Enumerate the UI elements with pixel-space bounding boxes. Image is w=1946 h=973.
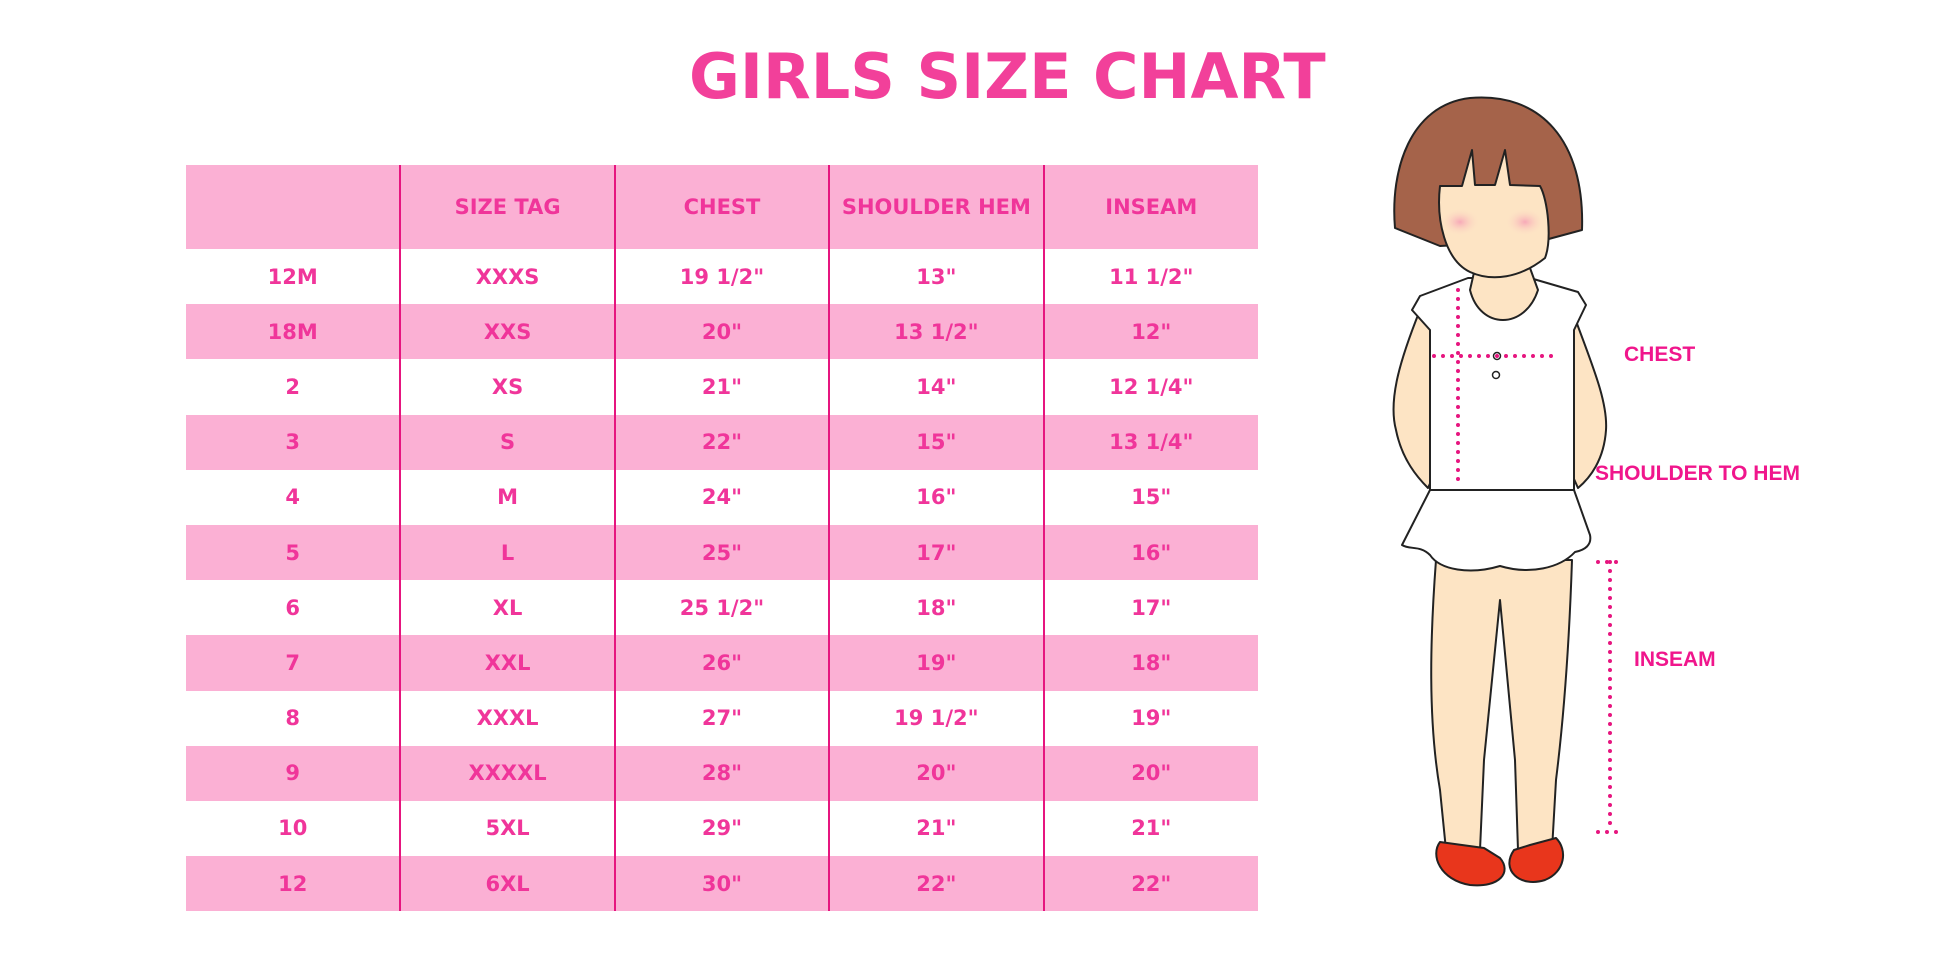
table-cell: 25": [613, 524, 830, 581]
table-row: 12 6XL 30" 22" 22": [186, 856, 1258, 912]
header-cell: [186, 165, 401, 249]
table-cell: 22": [613, 414, 830, 470]
table-cell: XS: [399, 359, 615, 415]
table-row: 9 XXXXL 28" 20" 20": [186, 745, 1258, 801]
table-cell: 14": [828, 359, 1044, 415]
table-cell: 20": [828, 745, 1044, 801]
table-row: 2 XS 21" 14" 12 1/4": [186, 359, 1258, 415]
table-cell: XXXXL: [399, 745, 615, 801]
table-cell: 5XL: [399, 800, 615, 857]
table-cell: 25 1/2": [613, 580, 830, 636]
table-cell: 9: [186, 745, 401, 801]
table-cell: 17": [828, 524, 1044, 581]
inseam-label: INSEAM: [1634, 648, 1716, 671]
table-cell: 20": [613, 304, 830, 360]
table-cell: 11 1/2": [1042, 249, 1258, 305]
table-cell: 30": [613, 856, 830, 912]
arm-left: [1392, 309, 1437, 489]
table-row: 6 XL 25 1/2" 18" 17": [186, 580, 1258, 636]
table-cell: 7: [186, 635, 401, 691]
neck: [1469, 267, 1539, 321]
table-cell: 5: [186, 524, 401, 581]
table-cell: XXXS: [399, 249, 615, 305]
table-cell: 19": [828, 635, 1044, 691]
table-cell: 19 1/2": [828, 690, 1044, 746]
header-cell: CHEST: [613, 165, 830, 249]
table-cell: 12M: [267, 264, 318, 289]
table-cell: 21": [828, 800, 1044, 857]
table-row: 8 XXXL 27" 19 1/2" 19": [186, 690, 1258, 746]
table-cell: 13 1/2": [828, 304, 1044, 360]
chest-label: CHEST: [1624, 343, 1696, 366]
table-cell: 13 1/4": [1042, 414, 1258, 470]
table-cell: 18M: [186, 304, 401, 360]
table-cell: XXS: [399, 304, 615, 360]
table-row: 18M XXS 20" 13 1/2" 12": [186, 304, 1258, 360]
table-cell: 27": [613, 690, 830, 746]
table-row: 3 S 22" 15" 13 1/4": [186, 414, 1258, 470]
table-cell: 17": [1042, 580, 1258, 636]
table-cell: 18": [828, 580, 1044, 636]
table-header-row: SIZE TAG CHEST SHOULDER HEM INSEAM: [186, 165, 1258, 249]
table-cell: 15": [828, 414, 1044, 470]
table-row: 4 M 24" 16" 15": [186, 469, 1258, 525]
table-cell: 22": [1042, 856, 1258, 912]
table-cell: 26": [613, 635, 830, 691]
table-cell: 20": [1042, 745, 1258, 801]
table-cell: 12": [1042, 304, 1258, 360]
table-row: 10 5XL 29" 21" 21": [186, 800, 1258, 857]
header-cell: SHOULDER HEM: [828, 165, 1044, 249]
table-cell: 6XL: [399, 856, 615, 912]
table-cell: M: [399, 469, 615, 525]
table-cell: L: [399, 524, 615, 581]
ruffle-shorts: [1401, 489, 1592, 572]
table-cell: 12: [186, 856, 401, 912]
legs: [1430, 559, 1573, 851]
arm-right: [1569, 309, 1608, 489]
table-row: 7 XXL 26" 19" 18": [186, 635, 1258, 691]
table-cell: 19": [1042, 690, 1258, 746]
face: [1438, 149, 1550, 279]
table-cell: 13": [828, 249, 1044, 305]
table-cell: 29": [613, 800, 830, 857]
table-cell: XL: [399, 580, 615, 636]
table-cell: 3: [186, 414, 401, 470]
table-cell: S: [399, 414, 615, 470]
dress-top: [1411, 277, 1587, 491]
table-cell: 10: [278, 816, 308, 841]
table-cell: 21": [613, 359, 830, 415]
page-title: GIRLS SIZE CHART: [689, 40, 1326, 113]
shoe-right: [1508, 837, 1565, 883]
shoe-left: [1435, 841, 1506, 887]
table-cell: 4: [285, 485, 300, 510]
table-cell: 21": [1042, 800, 1258, 857]
table-row: 12M XXXS 19 1/2" 13" 11 1/2": [186, 249, 1258, 305]
size-table: SIZE TAG CHEST SHOULDER HEM INSEAM 12M XX…: [186, 165, 1258, 912]
table-cell: 16": [1042, 524, 1258, 581]
table-row: 5 L 25" 17" 16": [186, 524, 1258, 581]
shoulder-to-hem-label: SHOULDER TO HEM: [1595, 462, 1800, 485]
header-cell: INSEAM: [1042, 165, 1258, 249]
table-cell: 6: [285, 595, 300, 620]
table-cell: 24": [613, 469, 830, 525]
table-cell: 19 1/2": [613, 249, 830, 305]
table-cell: 12 1/4": [1042, 359, 1258, 415]
table-cell: XXL: [399, 635, 615, 691]
table-cell: 18": [1042, 635, 1258, 691]
table-cell: 15": [1042, 469, 1258, 525]
header-cell: SIZE TAG: [399, 165, 615, 249]
table-cell: 16": [828, 469, 1044, 525]
table-cell: 22": [828, 856, 1044, 912]
table-cell: 2: [285, 374, 300, 399]
table-cell: XXXL: [399, 690, 615, 746]
table-cell: 8: [285, 706, 300, 731]
table-cell: 28": [613, 745, 830, 801]
